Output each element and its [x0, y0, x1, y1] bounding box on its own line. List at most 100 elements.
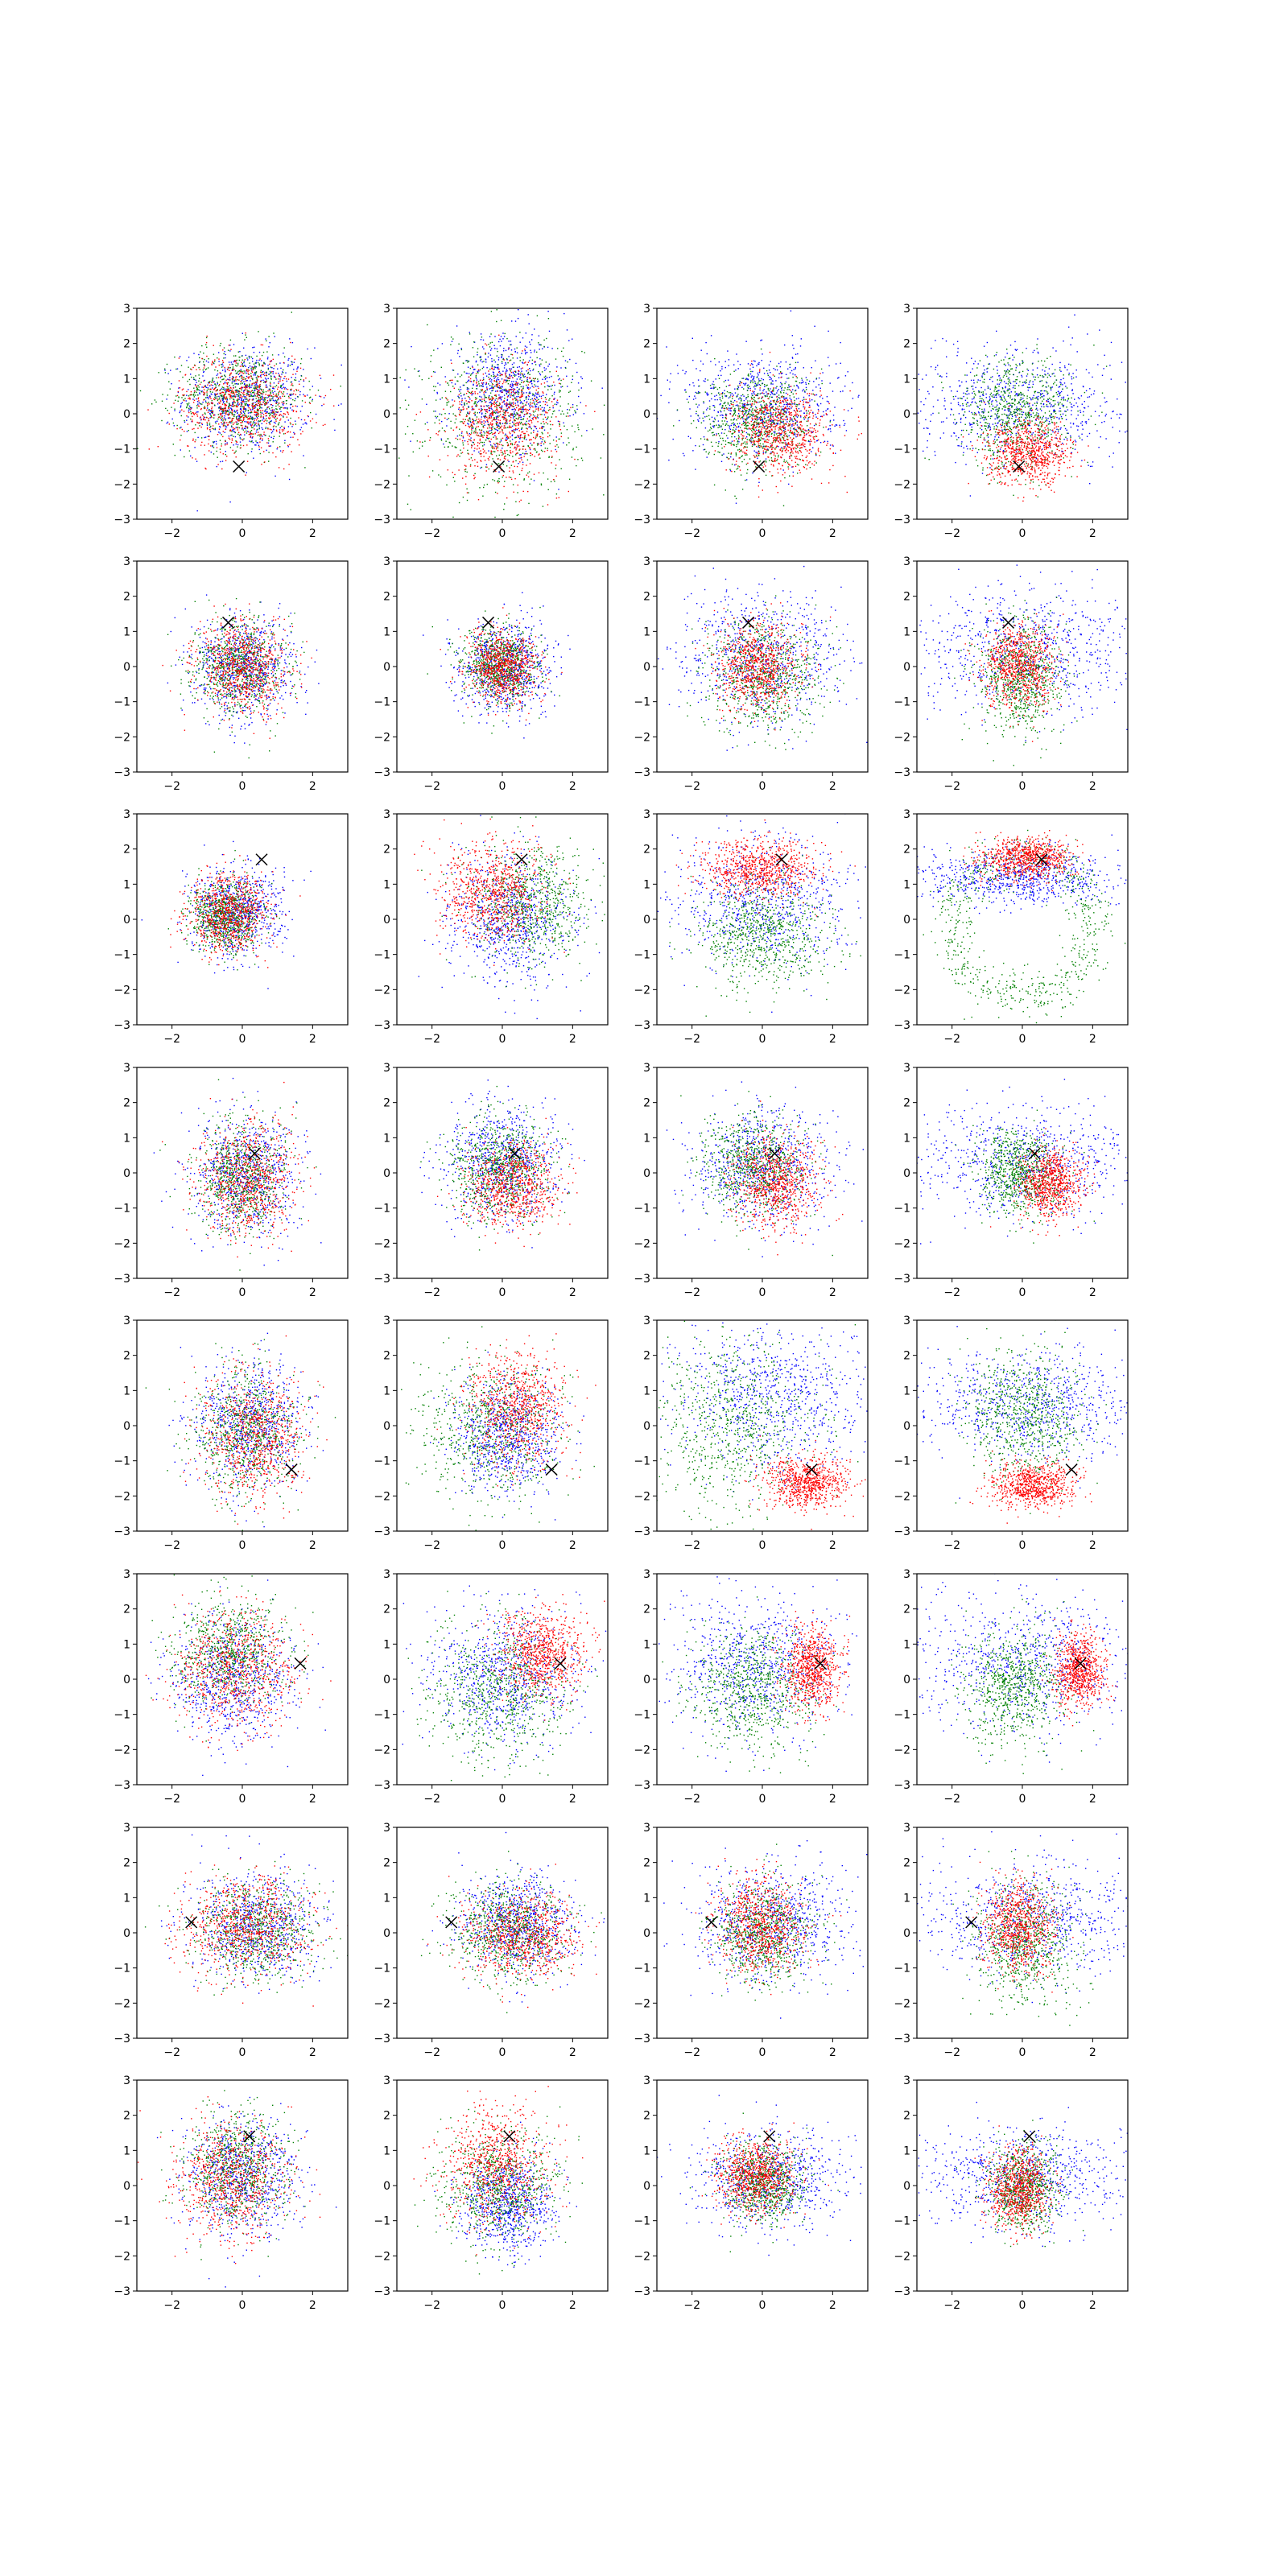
data-point	[226, 397, 227, 398]
data-point	[165, 408, 166, 409]
data-point	[441, 367, 442, 368]
data-point	[456, 325, 457, 326]
data-point	[506, 450, 507, 451]
data-point	[800, 416, 801, 417]
data-point	[417, 440, 418, 441]
data-point	[228, 367, 229, 368]
data-point	[469, 433, 470, 434]
data-point	[461, 400, 462, 401]
data-point	[240, 437, 241, 438]
data-point	[265, 363, 266, 364]
y-tick-label: −2	[374, 478, 390, 491]
data-point	[478, 370, 479, 371]
data-point	[498, 357, 499, 358]
data-point	[551, 416, 552, 417]
data-point	[243, 438, 244, 439]
data-point	[554, 385, 555, 386]
data-point	[506, 370, 507, 371]
data-point	[514, 437, 515, 438]
data-point	[528, 372, 529, 373]
data-point	[502, 383, 503, 384]
data-point	[242, 333, 243, 334]
data-point	[504, 367, 505, 368]
data-point	[507, 396, 508, 397]
data-point	[549, 364, 550, 365]
data-point	[523, 491, 524, 492]
data-point	[785, 446, 786, 447]
data-point	[419, 441, 420, 442]
data-point	[514, 447, 515, 448]
data-point	[547, 432, 548, 433]
data-point	[310, 412, 311, 413]
data-point	[246, 337, 247, 338]
data-point	[196, 411, 197, 412]
data-point	[510, 360, 511, 361]
data-point	[278, 398, 279, 399]
data-point	[240, 394, 241, 395]
data-point	[222, 436, 223, 437]
data-point	[254, 372, 255, 373]
data-point	[522, 368, 523, 369]
data-point	[201, 345, 202, 346]
data-point	[719, 361, 720, 362]
data-point	[263, 399, 264, 400]
data-point	[758, 482, 759, 483]
data-point	[483, 420, 484, 421]
data-point	[258, 445, 259, 446]
data-point	[569, 410, 570, 411]
data-point	[519, 415, 520, 416]
data-point	[523, 416, 524, 417]
data-point	[494, 348, 495, 349]
data-point	[567, 412, 568, 413]
data-point	[506, 440, 507, 441]
data-point	[280, 427, 281, 428]
data-point	[493, 360, 494, 361]
data-point	[498, 428, 499, 429]
data-point	[492, 447, 493, 448]
data-point	[298, 417, 299, 418]
data-point	[472, 409, 473, 410]
data-point	[444, 430, 445, 431]
data-point	[581, 387, 582, 388]
data-point	[485, 421, 486, 422]
data-point	[507, 362, 508, 363]
data-point	[508, 392, 509, 393]
data-point	[524, 478, 525, 479]
data-point	[270, 445, 271, 446]
data-point	[280, 377, 281, 378]
data-point	[508, 383, 509, 384]
data-point	[528, 423, 529, 424]
data-point	[207, 390, 208, 391]
data-point	[548, 399, 549, 400]
data-point	[424, 441, 425, 442]
data-point	[475, 402, 476, 403]
data-point	[441, 421, 442, 422]
data-point	[493, 378, 494, 379]
data-point	[543, 423, 544, 424]
data-point	[770, 412, 771, 413]
data-point	[498, 397, 499, 398]
data-point	[270, 400, 271, 401]
data-point	[469, 411, 470, 412]
data-point	[446, 402, 447, 403]
data-point	[513, 367, 514, 368]
data-point	[505, 374, 506, 375]
data-point	[217, 434, 218, 435]
data-point	[267, 428, 268, 429]
data-point	[481, 413, 482, 414]
data-point	[559, 426, 560, 427]
data-point	[238, 432, 239, 433]
data-point	[487, 484, 488, 485]
data-point	[481, 336, 482, 337]
data-point	[545, 401, 546, 402]
data-point	[236, 405, 237, 406]
y-tick-label: 0	[383, 408, 390, 421]
data-point	[517, 466, 518, 467]
data-point	[504, 400, 505, 401]
data-point	[714, 396, 715, 397]
data-point	[801, 382, 802, 383]
data-point	[275, 406, 276, 407]
data-point	[497, 480, 498, 481]
data-point	[291, 404, 292, 405]
